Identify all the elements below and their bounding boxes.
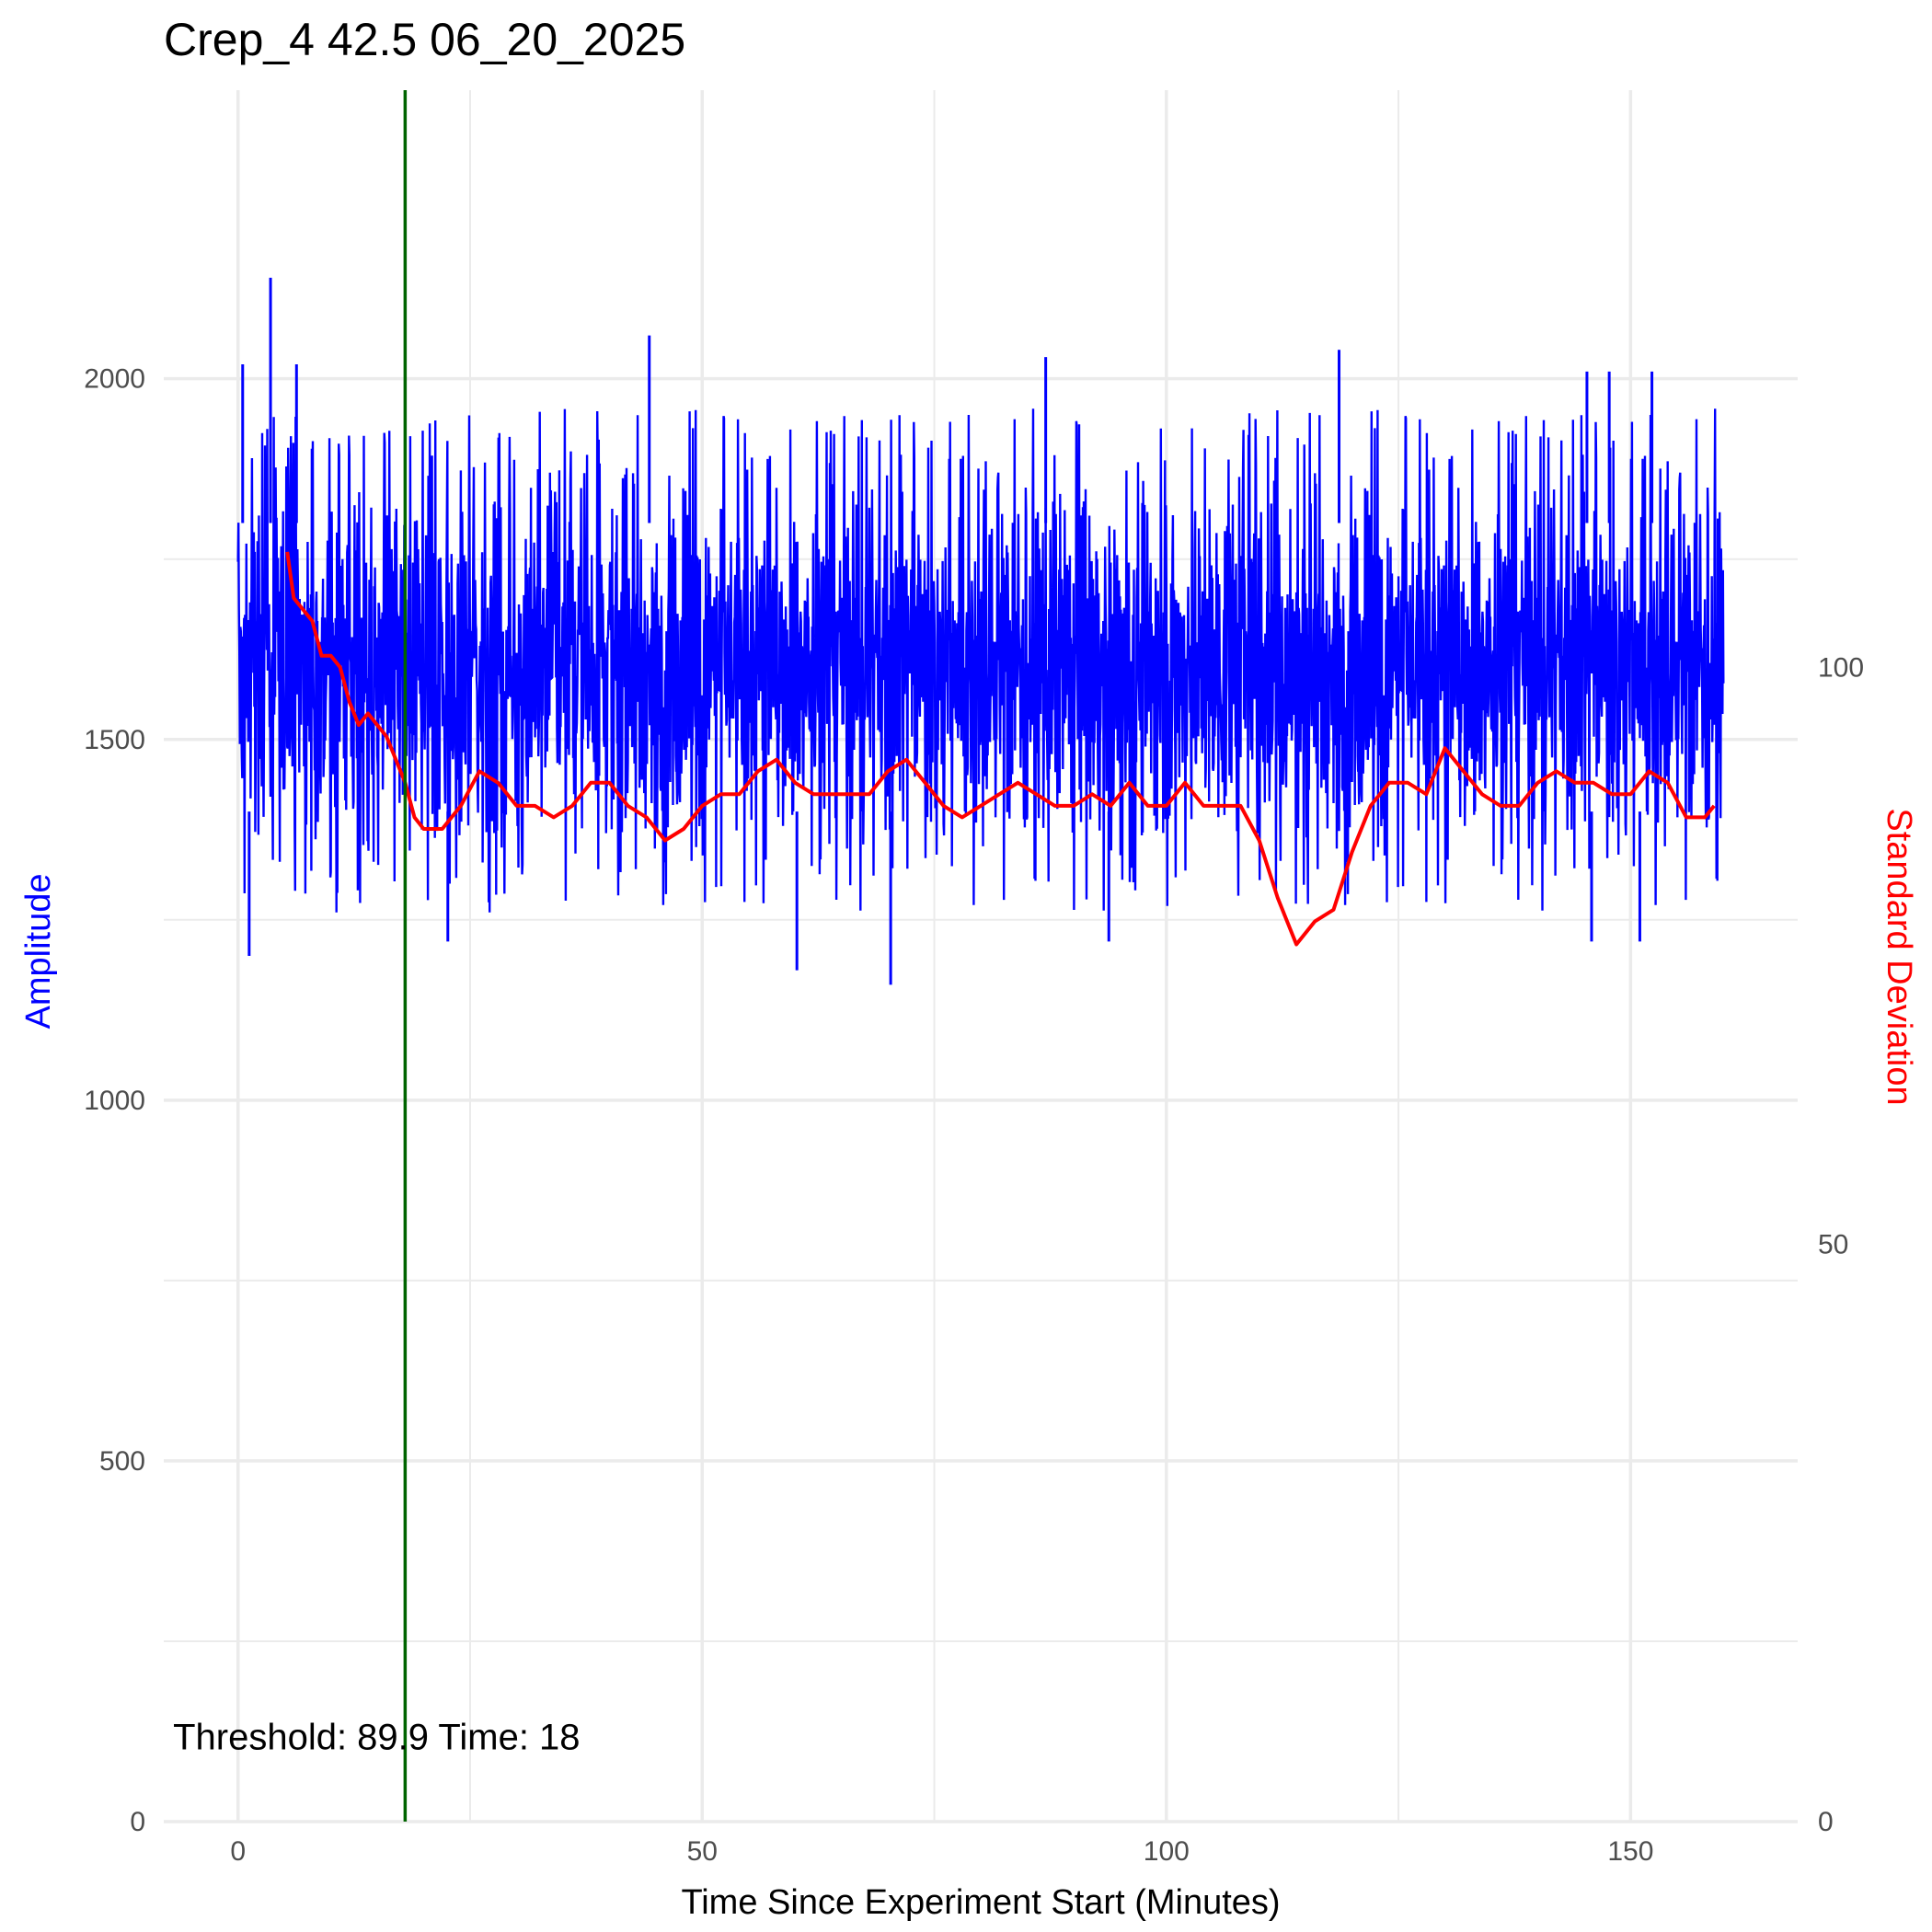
x-axis-title: Time Since Experiment Start (Minutes)	[681, 1883, 1280, 1922]
y-tick-label: 2000	[84, 364, 145, 395]
y-tick-label: 0	[130, 1807, 145, 1837]
x-tick-label: 0	[230, 1836, 246, 1867]
x-tick-label: 50	[687, 1836, 718, 1867]
y-tick-label: 1000	[84, 1086, 145, 1116]
y-tick-label: 500	[99, 1446, 145, 1477]
std-line	[285, 551, 1716, 947]
x-tick-label: 100	[1144, 1836, 1190, 1867]
y-axis-title: Amplitude	[19, 874, 58, 1029]
y2-tick-label: 100	[1818, 652, 1864, 683]
y2-tick-label: 0	[1818, 1807, 1834, 1837]
amplitude-series	[236, 277, 1725, 985]
y2-axis-title: Standard Deviation	[1880, 808, 1918, 1105]
x-tick-label: 150	[1607, 1836, 1653, 1867]
std-series	[285, 551, 1716, 947]
y2-tick-label: 50	[1818, 1230, 1848, 1260]
threshold-annotation: Threshold: 89.9 Time: 18	[173, 1718, 580, 1758]
amplitude-line	[236, 408, 1725, 913]
y-tick-label: 1500	[84, 725, 145, 755]
chart-title: Crep_4 42.5 06_20_2025	[164, 14, 685, 65]
